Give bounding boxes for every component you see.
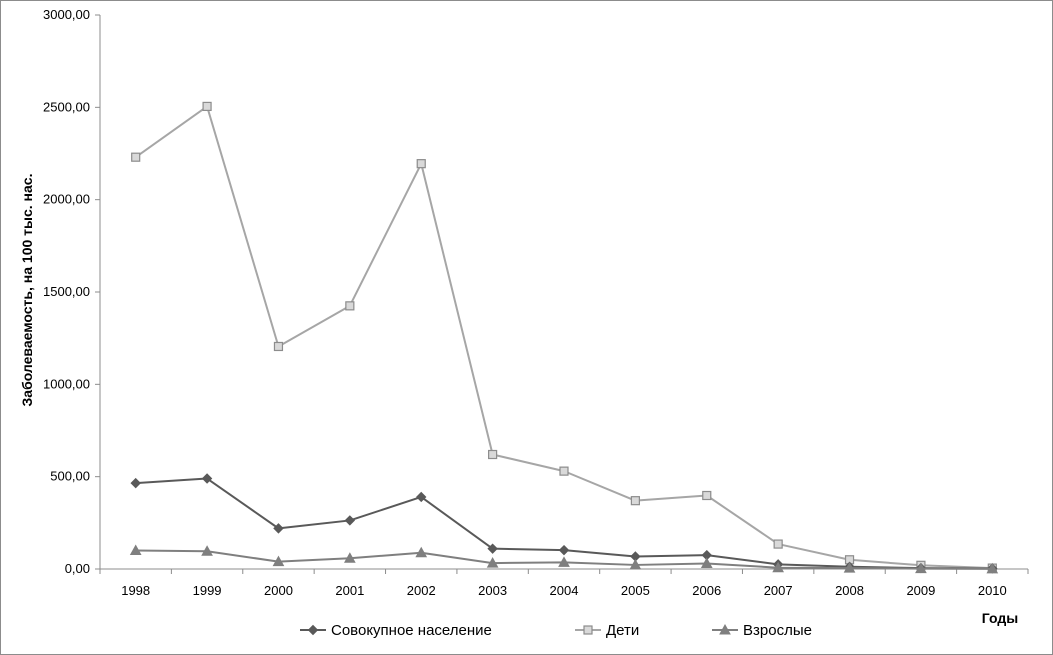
legend-entry: Взрослые xyxy=(712,622,812,639)
x-tick-label: 1999 xyxy=(193,583,222,598)
data-point xyxy=(201,473,213,484)
series-square xyxy=(131,101,997,573)
data-point xyxy=(345,301,355,311)
data-point xyxy=(986,562,999,574)
data-point xyxy=(202,101,212,112)
data-point xyxy=(131,152,141,162)
x-tick-label: 2008 xyxy=(835,583,864,598)
x-tick-label: 2007 xyxy=(764,583,793,598)
data-point xyxy=(843,562,856,573)
data-point xyxy=(700,557,713,568)
x-tick-label: 2010 xyxy=(978,583,1007,598)
x-tick-label: 2002 xyxy=(407,583,436,598)
x-axis-title: Годы xyxy=(982,610,1018,626)
legend-marker xyxy=(307,624,319,636)
legend-label: Взрослые xyxy=(743,622,812,639)
data-point xyxy=(488,449,498,460)
y-tick-label: 500,00 xyxy=(50,469,90,484)
data-point xyxy=(702,490,712,501)
y-axis-title: Заболеваемость, на 100 тыс. нас. xyxy=(19,174,35,407)
y-tick-label: 1500,00 xyxy=(43,284,90,299)
data-point xyxy=(201,545,213,556)
x-axis-ticks: 1998 1999 2000 2001 2002 2003 2004 2005 2006 2007… xyxy=(99,569,1029,598)
data-point xyxy=(773,539,783,549)
legend-entry: Совокупное население xyxy=(300,622,492,639)
series-triangle xyxy=(129,544,999,574)
series-layer xyxy=(129,101,999,574)
legend-marker xyxy=(719,623,731,635)
data-point xyxy=(129,544,142,556)
axes xyxy=(99,15,1028,570)
data-point xyxy=(273,523,284,534)
data-point xyxy=(486,557,499,568)
data-point xyxy=(273,341,284,352)
legend-label: Дети xyxy=(606,622,639,639)
data-point xyxy=(630,496,640,506)
legend-entry: Дети xyxy=(575,622,639,639)
data-point xyxy=(344,515,356,526)
y-tick-label: 0,00 xyxy=(65,561,90,576)
y-tick-label: 1000,00 xyxy=(43,376,90,391)
x-tick-label: 1998 xyxy=(121,583,150,598)
x-tick-label: 2001 xyxy=(335,583,364,598)
data-point xyxy=(558,556,570,567)
x-tick-label: 2009 xyxy=(906,583,935,598)
data-point xyxy=(416,491,427,503)
y-tick-label: 2500,00 xyxy=(43,99,90,114)
data-point xyxy=(629,558,642,570)
legend: Совокупное население Дети Взрослые xyxy=(300,622,812,639)
legend-marker xyxy=(583,625,593,635)
data-point xyxy=(487,543,498,554)
x-tick-label: 2006 xyxy=(692,583,721,598)
data-point xyxy=(415,546,428,558)
y-tick-label: 2000,00 xyxy=(43,192,90,207)
x-tick-label: 2004 xyxy=(550,583,579,598)
data-point xyxy=(416,159,426,169)
data-point xyxy=(915,562,927,574)
data-point xyxy=(772,561,785,573)
data-point xyxy=(130,477,141,489)
data-point xyxy=(559,466,569,476)
y-axis-ticks: 0,00 500,00 1000,00 1500,00 2000,00 2500,00 30… xyxy=(43,7,100,576)
x-tick-label: 2005 xyxy=(621,583,650,598)
legend-label: Совокупное население xyxy=(331,622,492,639)
y-tick-label: 3000,00 xyxy=(43,7,90,22)
x-tick-label: 2003 xyxy=(478,583,507,598)
data-point xyxy=(343,552,356,563)
data-point xyxy=(558,544,570,556)
data-point xyxy=(272,555,285,567)
x-tick-label: 2000 xyxy=(264,583,293,598)
series-line xyxy=(135,105,993,570)
